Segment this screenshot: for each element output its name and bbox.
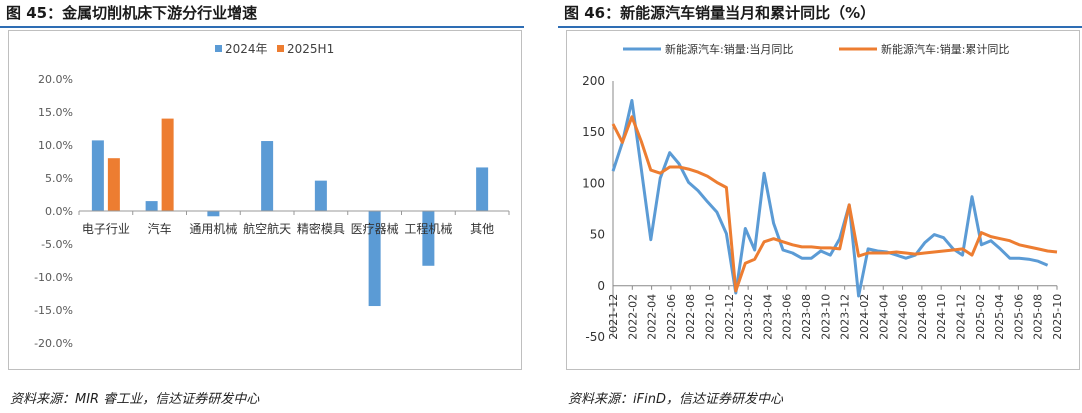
figure-46-rule bbox=[558, 26, 1082, 28]
line-x-tick-label: 2023-12 bbox=[839, 294, 852, 340]
bar-2024-4 bbox=[314, 180, 327, 211]
line-y-tick-label: 100 bbox=[582, 176, 605, 190]
line-legend: 新能源汽车:销量:当月同比 新能源汽车:销量:累计同比 bbox=[623, 42, 1009, 56]
figure-45-source: 资料来源：MIR 睿工业，信达证券研发中心 bbox=[10, 392, 260, 407]
figure-45-panel: 图 45：金属切削机床下游分行业增速 2024年 2025H1 -20.0% -1… bbox=[0, 0, 524, 413]
line-x-tick-label: 2022-10 bbox=[704, 294, 717, 340]
bar-2024-0 bbox=[91, 140, 104, 211]
bar-legend: 2024年 2025H1 bbox=[215, 42, 334, 56]
figure-45-chart-frame: 2024年 2025H1 -20.0% -15.0% -10.0% -5.0% 0.0%… bbox=[8, 30, 522, 370]
legend-label-2024: 2024年 bbox=[225, 42, 268, 56]
bar-y-tick-label: -5.0% bbox=[41, 238, 73, 251]
line-x-tick-label: 2023-06 bbox=[781, 294, 794, 340]
figure-46-title: 图 46：新能源汽车销量当月和累计同比（%） bbox=[564, 4, 876, 22]
bar-2024-6 bbox=[422, 211, 435, 266]
bar-y-tick-label: 5.0% bbox=[45, 172, 73, 185]
line-x-tick-label: 2022-12 bbox=[723, 294, 736, 340]
bar-y-tick-label: 0.0% bbox=[45, 205, 73, 218]
bar-bars bbox=[91, 118, 489, 307]
line-y-tick-label: 0 bbox=[597, 279, 605, 293]
figure-45-title: 图 45：金属切削机床下游分行业增速 bbox=[6, 4, 258, 22]
bar-y-tick-label: -15.0% bbox=[34, 304, 73, 317]
figure-46-chart-frame: 新能源汽车:销量:当月同比 新能源汽车:销量:累计同比 -50 0 50 100 150… bbox=[566, 30, 1080, 370]
bar-chart: 2024年 2025H1 -20.0% -15.0% -10.0% -5.0% 0.0%… bbox=[34, 42, 510, 350]
bar-category-label: 通用机械 bbox=[189, 221, 237, 236]
line-x-tick-label: 2023-10 bbox=[819, 294, 832, 340]
bar-category-label: 工程机械 bbox=[404, 221, 452, 236]
line-x-tick-label: 2024-06 bbox=[897, 294, 910, 340]
line-x-tick-label: 2025-10 bbox=[1051, 294, 1064, 340]
line-x-axis: 2021-12 2022-02 2022-04 2022-06 2022-08 2022-… bbox=[607, 285, 1064, 340]
bar-category-label: 其他 bbox=[470, 222, 494, 236]
line-x-tick-label: 2024-10 bbox=[935, 294, 948, 340]
line-x-tick-label: 2023-08 bbox=[800, 294, 813, 340]
bar-2024-3 bbox=[261, 141, 274, 211]
line-x-tick-label: 2024-08 bbox=[916, 294, 929, 340]
bar-category-label: 精密模具 bbox=[297, 221, 345, 236]
figure-46-source: 资料来源：iFinD，信达证券研发中心 bbox=[568, 392, 783, 407]
line-y-tick-label: -50 bbox=[585, 330, 605, 344]
line-y-tick-label: 50 bbox=[590, 228, 605, 242]
bar-x-axis: 电子行业 汽车 通用机械 航空航天 精密模具 医疗器械 工程机械 其他 bbox=[78, 210, 510, 236]
bar-2024-2 bbox=[207, 211, 220, 217]
bar-y-tick-label: -20.0% bbox=[34, 337, 73, 350]
bar-2024-5 bbox=[368, 211, 381, 307]
legend-swatch-2025h1 bbox=[277, 45, 284, 52]
figure-46-panel: 图 46：新能源汽车销量当月和累计同比（%） 新能源汽车:销量:当月同比 新能源… bbox=[558, 0, 1082, 413]
legend-label-cumulative: 新能源汽车:销量:累计同比 bbox=[881, 42, 1009, 56]
line-y-axis: -50 0 50 100 150 200 bbox=[582, 74, 614, 344]
line-series-monthly bbox=[611, 99, 1049, 298]
line-x-tick-label: 2022-08 bbox=[684, 294, 697, 340]
line-x-tick-label: 2021-12 bbox=[607, 294, 620, 340]
line-x-tick-label: 2022-04 bbox=[646, 294, 659, 340]
line-x-tick-label: 2022-06 bbox=[665, 294, 678, 340]
line-x-tick-label: 2024-02 bbox=[858, 294, 871, 340]
bar-2025h1-1 bbox=[161, 118, 174, 211]
figure-45-rule bbox=[0, 26, 524, 28]
line-x-tick-label: 2022-02 bbox=[626, 294, 639, 340]
bar-y-tick-label: 15.0% bbox=[38, 106, 73, 119]
bar-category-label: 航空航天 bbox=[243, 221, 291, 236]
bar-2024-1 bbox=[145, 201, 158, 211]
line-x-tick-label: 2024-04 bbox=[877, 294, 890, 340]
line-chart: 新能源汽车:销量:当月同比 新能源汽车:销量:累计同比 -50 0 50 100 150… bbox=[582, 42, 1064, 344]
bar-category-label: 汽车 bbox=[148, 221, 172, 236]
line-y-tick-label: 150 bbox=[582, 125, 605, 139]
legend-label-monthly: 新能源汽车:销量:当月同比 bbox=[665, 42, 793, 56]
line-x-tick-label: 2023-04 bbox=[761, 294, 774, 340]
bar-y-axis: -20.0% -15.0% -10.0% -5.0% 0.0% 5.0% 10.0% 15.0… bbox=[34, 73, 73, 350]
bar-2024-7 bbox=[476, 167, 489, 211]
bar-y-tick-label: 20.0% bbox=[38, 73, 73, 86]
line-x-tick-label: 2025-04 bbox=[993, 294, 1006, 340]
line-x-tick-label: 2024-12 bbox=[954, 294, 967, 340]
line-y-tick-label: 200 bbox=[582, 74, 605, 88]
line-x-tick-label: 2023-02 bbox=[742, 294, 755, 340]
line-x-tick-label: 2025-06 bbox=[1012, 294, 1025, 340]
bar-y-tick-label: -10.0% bbox=[34, 271, 73, 284]
bar-category-label: 电子行业 bbox=[82, 222, 130, 236]
bar-2025h1-0 bbox=[107, 158, 120, 211]
line-series bbox=[611, 99, 1058, 298]
legend-swatch-2024 bbox=[215, 45, 222, 52]
bar-y-tick-label: 10.0% bbox=[38, 139, 73, 152]
legend-label-2025h1: 2025H1 bbox=[287, 42, 334, 56]
bar-category-label: 医疗器械 bbox=[351, 221, 399, 236]
line-series-cumulative bbox=[611, 115, 1058, 293]
line-x-tick-label: 2025-02 bbox=[974, 294, 987, 340]
line-x-tick-label: 2025-08 bbox=[1032, 294, 1045, 340]
